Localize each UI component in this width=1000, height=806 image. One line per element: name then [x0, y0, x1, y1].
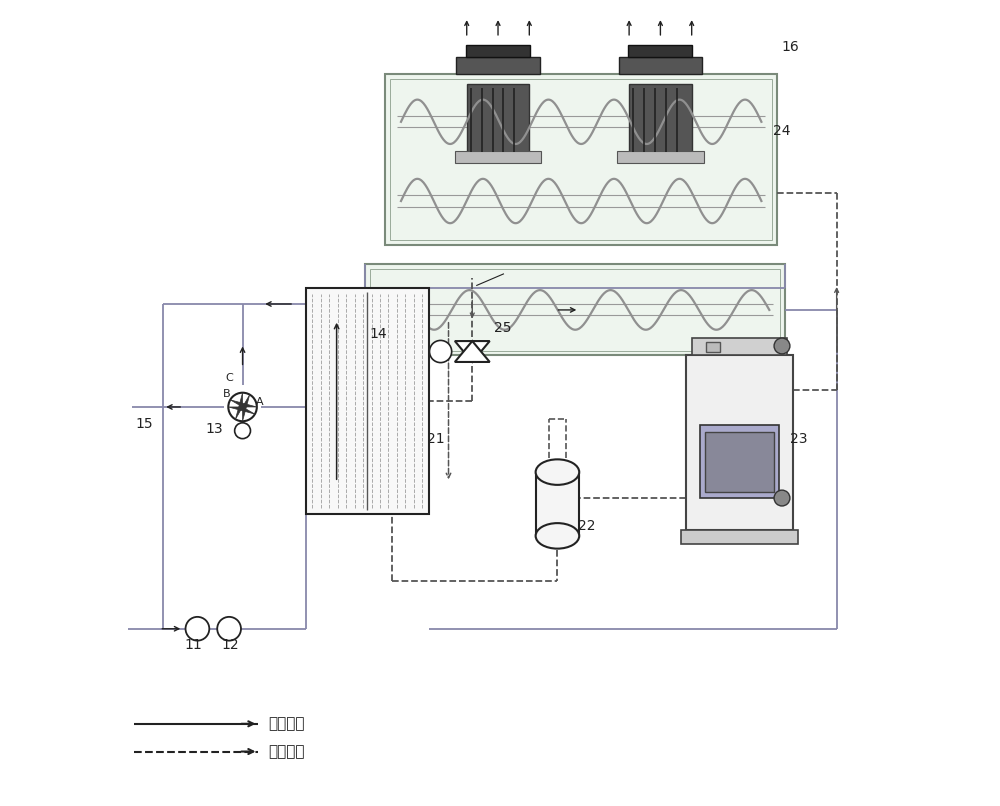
- Text: 水流方向: 水流方向: [268, 717, 304, 731]
- Text: A: A: [256, 397, 264, 406]
- Text: C: C: [225, 373, 233, 383]
- Circle shape: [228, 393, 257, 422]
- Bar: [467, 85, 529, 156]
- Polygon shape: [230, 400, 257, 407]
- Ellipse shape: [536, 523, 579, 549]
- Text: 24: 24: [773, 124, 791, 139]
- Bar: [365, 264, 785, 355]
- Bar: [706, 342, 720, 351]
- Polygon shape: [235, 393, 243, 419]
- Polygon shape: [455, 341, 490, 362]
- Text: 12: 12: [221, 638, 239, 651]
- Text: 冷媒流向: 冷媒流向: [268, 744, 304, 759]
- Bar: [692, 338, 787, 355]
- Text: 15: 15: [136, 418, 153, 431]
- Circle shape: [774, 338, 790, 354]
- Bar: [455, 151, 541, 163]
- Circle shape: [217, 617, 241, 641]
- Circle shape: [235, 423, 250, 438]
- Polygon shape: [228, 407, 255, 414]
- Circle shape: [774, 490, 790, 506]
- Bar: [686, 355, 793, 530]
- Bar: [385, 74, 777, 244]
- Polygon shape: [243, 395, 250, 422]
- Bar: [681, 530, 798, 544]
- Bar: [536, 472, 579, 536]
- Text: B: B: [223, 388, 230, 399]
- Bar: [700, 425, 779, 498]
- Bar: [705, 433, 774, 492]
- Text: 23: 23: [790, 431, 807, 446]
- Text: 13: 13: [205, 422, 223, 436]
- Circle shape: [186, 617, 209, 641]
- Text: 16: 16: [781, 39, 799, 53]
- Text: 21: 21: [427, 431, 445, 446]
- Bar: [619, 57, 702, 74]
- Polygon shape: [455, 341, 490, 362]
- Bar: [370, 269, 780, 351]
- Text: 11: 11: [185, 638, 202, 651]
- Text: 25: 25: [494, 321, 511, 334]
- Bar: [617, 151, 704, 163]
- Ellipse shape: [536, 459, 579, 485]
- Bar: [306, 288, 429, 514]
- Bar: [390, 79, 772, 240]
- Bar: [628, 44, 692, 57]
- Bar: [466, 44, 530, 57]
- Bar: [629, 85, 692, 156]
- Text: 22: 22: [578, 519, 595, 533]
- Bar: [456, 57, 540, 74]
- Circle shape: [430, 340, 452, 363]
- Text: 14: 14: [369, 327, 387, 341]
